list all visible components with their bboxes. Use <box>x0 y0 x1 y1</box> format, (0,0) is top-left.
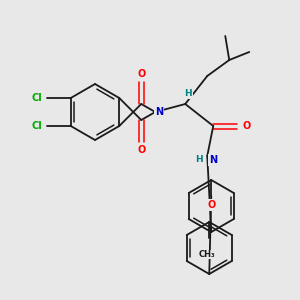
Text: O: O <box>137 145 146 155</box>
Text: H: H <box>184 89 192 98</box>
Text: N: N <box>155 107 163 117</box>
Text: O: O <box>207 200 215 210</box>
Text: O: O <box>242 121 250 131</box>
Text: O: O <box>137 69 146 79</box>
Text: Cl: Cl <box>32 121 42 131</box>
Text: CH₃: CH₃ <box>199 250 216 259</box>
Text: H: H <box>195 154 203 164</box>
Text: Cl: Cl <box>32 93 42 103</box>
Text: N: N <box>209 155 217 165</box>
